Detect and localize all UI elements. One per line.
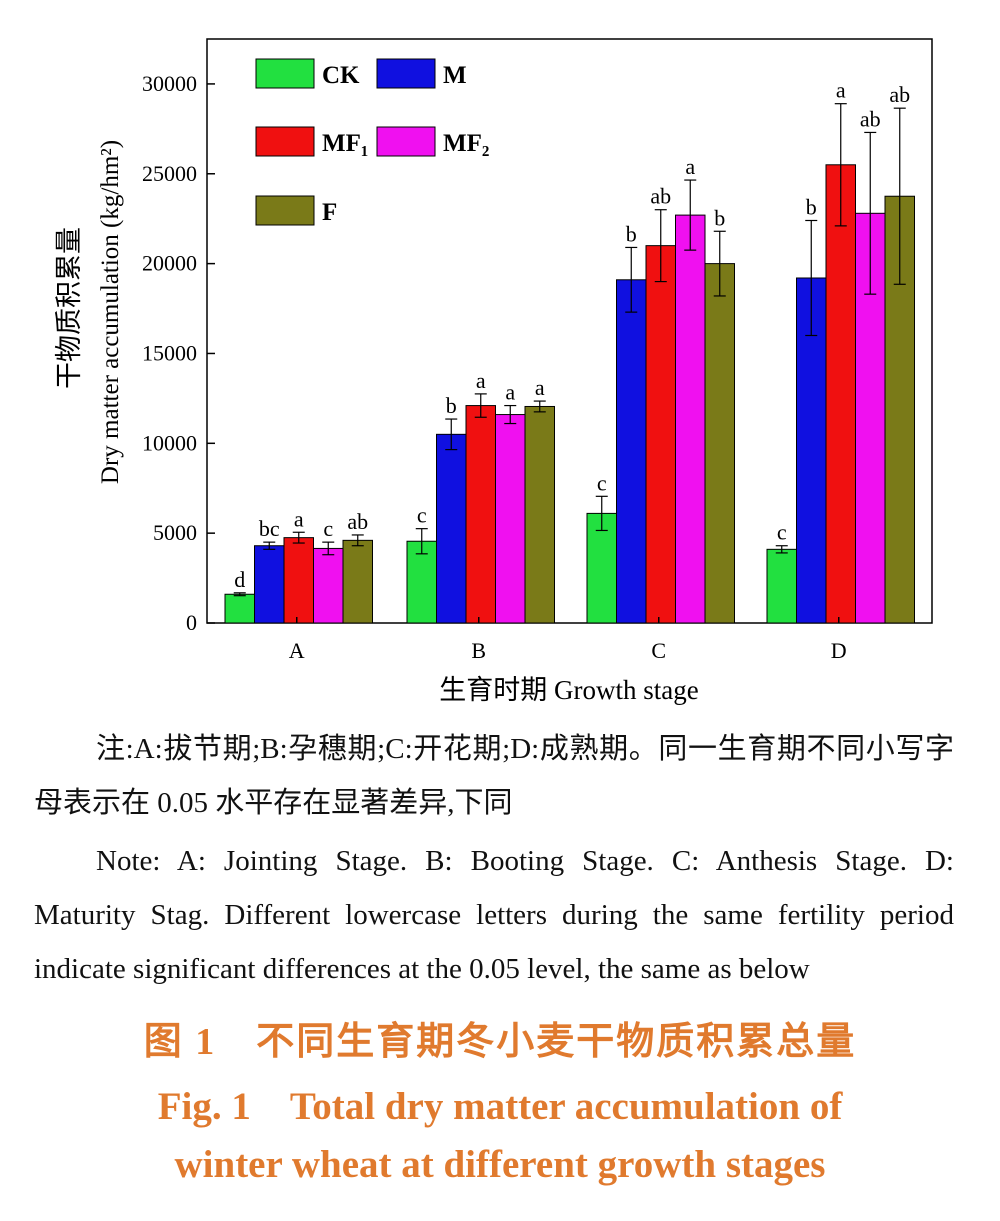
bar-1-0 — [254, 545, 285, 624]
sig-letter-1-3: b — [806, 194, 817, 219]
sig-letter-3-2: a — [685, 154, 695, 179]
sig-letter-3-3: ab — [860, 106, 881, 131]
caption-en-line1: Fig. 1 Total dry matter accumulation of — [157, 1085, 843, 1128]
bar-2-2 — [645, 245, 676, 624]
y-tick-label-4: 20000 — [142, 251, 197, 276]
sig-letter-4-3: ab — [889, 82, 910, 107]
sig-letter-0-1: c — [417, 503, 427, 528]
sig-letter-0-2: c — [597, 470, 607, 495]
legend-swatch-1 — [376, 58, 436, 89]
sig-letter-2-3: a — [836, 78, 846, 103]
legend-label-3: MF₂ — [443, 130, 489, 157]
x-tick-label-2: C — [651, 638, 666, 663]
x-axis-title: 生育时期 Growth stage — [439, 675, 698, 705]
sig-letter-4-1: a — [535, 375, 545, 400]
plot-frame — [206, 38, 933, 624]
x-tick-label-3: D — [831, 638, 847, 663]
legend-swatch-4 — [255, 195, 315, 226]
bar-0-0 — [224, 593, 255, 624]
bar-2-0 — [283, 537, 314, 624]
bar-0-3 — [766, 548, 797, 624]
y-tick-label-3: 15000 — [142, 340, 197, 365]
bar-1-2 — [616, 279, 647, 624]
bar-1-1 — [436, 433, 467, 624]
legend-label-2: MF₁ — [322, 130, 368, 157]
bar-3-1 — [495, 414, 526, 624]
sig-letter-0-0: d — [234, 567, 245, 592]
x-tick-label-0: A — [289, 638, 305, 663]
bar-2-1 — [465, 405, 496, 624]
bar-0-2 — [586, 512, 617, 624]
caption-en-line2: winter wheat at different growth stages — [174, 1143, 826, 1186]
figure-note: 注:A:拔节期;B:孕穗期;C:开花期;D:成熟期。同一生育期不同小写字母表示在… — [34, 722, 954, 996]
caption-cn: 图 1 不同生育期冬小麦干物质积累总量 — [143, 1021, 857, 1063]
y-tick-label-6: 30000 — [142, 71, 197, 96]
y-tick-label-2: 10000 — [142, 430, 197, 455]
bar-2-3 — [825, 164, 856, 624]
sig-letter-4-0: ab — [347, 509, 368, 534]
y-tick-label-1: 5000 — [153, 520, 197, 545]
sig-letter-0-3: c — [777, 520, 787, 545]
sig-letter-4-2: b — [714, 205, 725, 230]
sig-letter-1-1: b — [446, 393, 457, 418]
note-en: Note: A: Jointing Stage. B: Booting Stag… — [34, 845, 954, 985]
sig-letter-2-0: a — [294, 506, 304, 531]
legend-swatch-0 — [255, 58, 315, 89]
legend-swatch-2 — [255, 126, 315, 157]
sig-letter-1-2: b — [626, 221, 637, 246]
y-tick-label-0: 0 — [186, 610, 197, 635]
bar-4-1 — [524, 405, 555, 624]
legend-label-1: M — [443, 62, 467, 89]
x-tick-label-1: B — [471, 638, 486, 663]
bar-4-0 — [342, 539, 373, 624]
note-cn: 注:A:拔节期;B:孕穗期;C:开花期;D:成熟期。同一生育期不同小写字母表示在… — [34, 733, 954, 819]
sig-letter-3-0: c — [323, 516, 333, 541]
bar-4-3 — [884, 195, 915, 624]
y-axis-title-cn: 干物质积累量 — [54, 227, 84, 389]
sig-letter-3-1: a — [505, 380, 515, 405]
legend-swatch-3 — [376, 126, 436, 157]
sig-letter-2-2: ab — [650, 184, 671, 209]
legend-label-4: F — [322, 199, 337, 226]
sig-letter-2-1: a — [476, 368, 486, 393]
legend-label-0: CK — [322, 62, 360, 89]
bar-4-2 — [704, 263, 735, 624]
bar-3-2 — [675, 214, 706, 624]
sig-letter-1-0: bc — [259, 516, 280, 541]
y-axis-title-en: Dry matter accumulation (kg/hm²) — [97, 140, 124, 484]
bar-3-0 — [313, 547, 344, 624]
y-tick-label-5: 25000 — [142, 161, 197, 186]
